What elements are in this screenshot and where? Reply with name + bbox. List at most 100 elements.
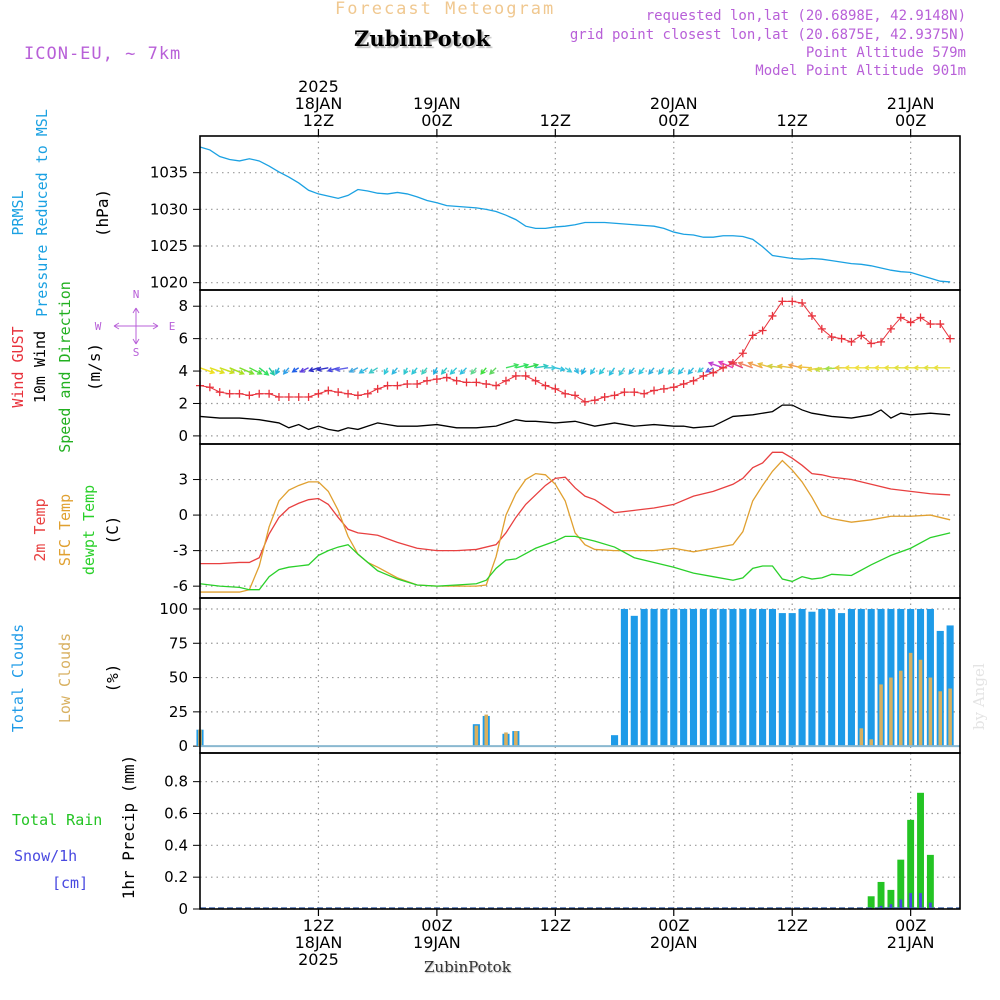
wind-direction-arrow (515, 364, 529, 369)
wind-gust-line (199, 300, 951, 403)
wind-gust-marker (748, 331, 757, 340)
wind-gust-marker (442, 373, 451, 382)
wind-gust-marker (807, 311, 816, 320)
wind-arrow-head (263, 370, 270, 376)
wind-arrow-head (440, 369, 447, 375)
wind-direction-arrow (239, 367, 254, 375)
snow-bar (889, 904, 893, 909)
bottom-time-label: 00Z (895, 916, 926, 935)
top-time-label: 00Z (421, 111, 452, 130)
wind-arrow-head (903, 365, 909, 371)
wind-direction-arrow (807, 367, 822, 371)
compass-north: N (133, 288, 140, 301)
total-clouds-bar (610, 735, 619, 747)
precip-ytick-label: 0 (178, 900, 188, 918)
low-clouds-bar (859, 728, 864, 747)
wind-gust-marker (245, 391, 254, 400)
wind-direction-arrow (258, 367, 269, 376)
low-clouds-bar (514, 731, 518, 747)
pressure-ytick-label: 1030 (150, 200, 188, 218)
bottom-location: ZubinPotok (424, 958, 511, 976)
dewpoint-label: dewpt Temp (80, 485, 98, 575)
bottom-time-label: 12Z (540, 916, 571, 935)
wind-arrow-head (449, 369, 456, 375)
wind-arrow-head (470, 369, 476, 375)
total-clouds-bar (650, 608, 658, 747)
total-clouds-label: Total Clouds (9, 624, 27, 732)
requested-point: requested lon,lat (20.6898E, 42.9148N) (645, 8, 966, 24)
low-clouds-label: Low Clouds (56, 633, 74, 723)
wind-direction-arrow (209, 367, 225, 374)
wind-arrow-head (638, 369, 644, 375)
wind-gust-marker (304, 392, 313, 401)
wind-gust-marker (778, 297, 787, 306)
model-name: ICON-EU, ~ 7km (24, 44, 182, 64)
point-altitude: Point Altitude 579m (805, 45, 966, 61)
wind-gust-marker (837, 334, 846, 343)
total-clouds-bar (867, 608, 875, 747)
rain-bar (926, 854, 934, 909)
wind-unit-label: (m/s) (85, 343, 104, 391)
wind-gust-marker (472, 378, 481, 387)
top-time-label: 00Z (895, 111, 926, 130)
wind-gust-marker (284, 392, 293, 401)
wind-gust-marker (274, 392, 283, 401)
bottom-time-label: 19JAN (413, 933, 461, 952)
wind-arrow-head (618, 370, 624, 376)
wind-arrow-head (523, 362, 530, 369)
total-clouds-bar (838, 613, 846, 747)
wind-gust-marker (679, 380, 688, 389)
pressure-ytick-label: 1025 (150, 237, 188, 255)
wind-gust-marker (946, 334, 955, 343)
wind-arrow-head (291, 367, 298, 373)
low-clouds-bar (889, 677, 893, 747)
wind-direction-arrow (219, 367, 234, 374)
low-clouds-bar (918, 659, 923, 747)
wind-gust-marker (551, 384, 560, 393)
wind-gust-marker (896, 313, 905, 322)
wind-arrow-head (766, 363, 773, 370)
rain-bar (867, 896, 875, 909)
wind-direction-arrow (327, 367, 339, 372)
wind-arrow-head (239, 369, 245, 375)
wind-direction-arrow (309, 367, 319, 372)
pressure-label-short: PRMSL (9, 190, 27, 235)
top-time-label: 12Z (540, 111, 571, 130)
wind-gust-marker (571, 391, 580, 400)
precip-unit-label: 1hr Precip (mm) (119, 755, 138, 900)
total-clouds-bar (719, 608, 727, 747)
total-rain-label: Total Rain (12, 811, 102, 829)
wind-arrow-head (648, 369, 654, 375)
wind-arrow-head (843, 365, 850, 371)
wind-arrow-head (459, 369, 466, 375)
wind-gust-marker (857, 331, 866, 340)
wind-gust-marker (541, 381, 550, 390)
wind-arrow-head (334, 366, 341, 372)
low-clouds-bar (474, 725, 479, 747)
clouds-ytick-label: 100 (159, 600, 188, 618)
wind-arrow-head (348, 367, 355, 373)
low-clouds-bar (928, 677, 933, 747)
wind-arrow-head (368, 368, 375, 374)
wind-direction-arrow (359, 367, 369, 374)
wind-arrow-head (677, 369, 684, 375)
total-clouds-bar (620, 608, 628, 747)
wind-direction-arrow (199, 367, 215, 374)
wind-arrow-head (814, 366, 821, 373)
wind-gust-marker (886, 324, 895, 333)
clouds-ytick-label: 25 (169, 703, 188, 721)
wind-arrow-head (315, 366, 322, 372)
wind-arrow-head (589, 369, 596, 376)
wind-gust-marker (650, 386, 659, 395)
low-clouds-bar (869, 739, 873, 747)
wind-gust-marker (669, 383, 678, 392)
wind-arrow-head (608, 370, 614, 376)
dewpoint-line (199, 532, 951, 591)
wind-arrow-head (707, 361, 714, 367)
precip-panel-frame (199, 752, 961, 910)
wind-gust-marker (798, 298, 807, 307)
temperature-ytick-label: -3 (173, 542, 188, 560)
wind-gust-marker (699, 371, 708, 380)
clouds-ytick-label: 0 (178, 737, 188, 755)
total-clouds-bar (699, 608, 707, 747)
